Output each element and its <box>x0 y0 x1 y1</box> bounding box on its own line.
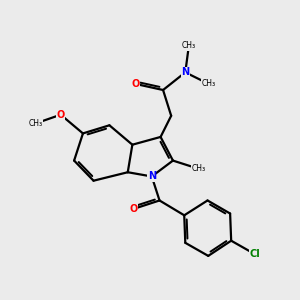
Text: CH₃: CH₃ <box>28 119 42 128</box>
Text: Cl: Cl <box>249 249 260 259</box>
Text: O: O <box>132 79 140 89</box>
Text: O: O <box>57 110 65 120</box>
Text: CH₃: CH₃ <box>182 41 196 50</box>
Text: N: N <box>148 172 156 182</box>
Text: N: N <box>181 68 189 77</box>
Text: CH₃: CH₃ <box>202 80 216 88</box>
Text: O: O <box>129 204 137 214</box>
Text: CH₃: CH₃ <box>191 164 206 173</box>
